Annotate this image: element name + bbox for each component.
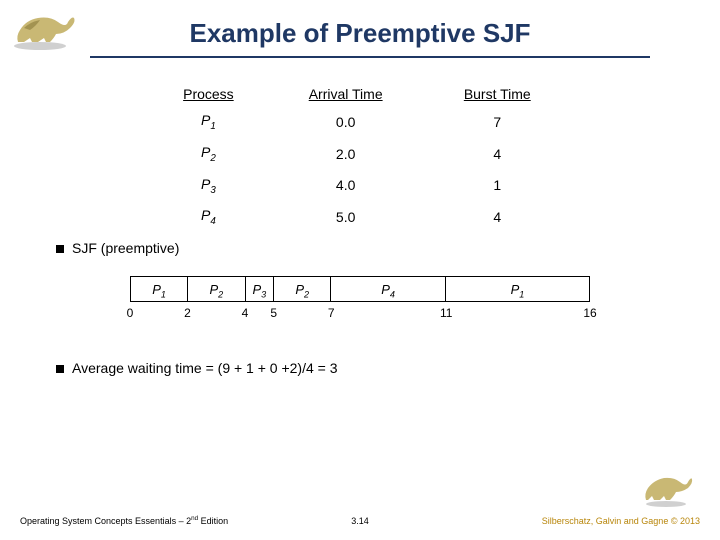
- proc-sub: 1: [210, 121, 215, 132]
- gantt-segment: P1: [131, 277, 188, 301]
- footer-right-b: 2013: [677, 516, 700, 526]
- burst-cell: 1: [425, 170, 570, 202]
- arrival-cell: 2.0: [267, 138, 425, 170]
- table-row: P2 2.0 4: [150, 138, 570, 170]
- col-process: Process: [150, 82, 267, 106]
- gantt-segment: P4: [331, 277, 446, 301]
- gantt-segment: P2: [274, 277, 331, 301]
- gantt-segment: P3: [246, 277, 275, 301]
- burst-cell: 4: [425, 201, 570, 233]
- burst-cell: 4: [425, 138, 570, 170]
- footer-right: Silberschatz, Galvin and Gagne © 2013: [542, 516, 700, 526]
- slide-title: Example of Preemptive SJF: [0, 18, 720, 49]
- table-header-row: Process Arrival Time Burst Time: [150, 82, 570, 106]
- arrival-cell: 4.0: [267, 170, 425, 202]
- bullet-text: SJF (preemptive): [72, 240, 179, 256]
- table-row: P3 4.0 1: [150, 170, 570, 202]
- gantt-tick: 5: [270, 306, 277, 320]
- proc-name: P: [201, 207, 210, 223]
- footer-right-a: Silberschatz, Galvin and Gagne: [542, 516, 671, 526]
- burst-cell: 7: [425, 106, 570, 138]
- table-row: P1 0.0 7: [150, 106, 570, 138]
- gantt-tick: 11: [440, 306, 452, 320]
- bullet-avg: Average waiting time = (9 + 1 + 0 +2)/4 …: [56, 360, 338, 376]
- proc-sub: 3: [210, 184, 215, 195]
- gantt-tick: 7: [328, 306, 335, 320]
- col-arrival: Arrival Time: [267, 82, 425, 106]
- arrival-cell: 0.0: [267, 106, 425, 138]
- gantt-segment: P1: [446, 277, 589, 301]
- gantt-row: P1P2P3P2P4P1: [130, 276, 590, 302]
- process-table: Process Arrival Time Burst Time P1 0.0 7…: [150, 82, 570, 233]
- proc-sub: 4: [210, 216, 215, 227]
- proc-name: P: [201, 144, 210, 160]
- proc-sub: 2: [210, 153, 215, 164]
- title-underline: [90, 56, 650, 58]
- proc-name: P: [201, 176, 210, 192]
- table-row: P4 5.0 4: [150, 201, 570, 233]
- bullet-text: Average waiting time = (9 + 1 + 0 +2)/4 …: [72, 360, 338, 376]
- col-burst: Burst Time: [425, 82, 570, 106]
- bullet-square-icon: [56, 245, 64, 253]
- arrival-cell: 5.0: [267, 201, 425, 233]
- proc-name: P: [201, 112, 210, 128]
- gantt-tick: 16: [583, 306, 596, 320]
- gantt-tick: 0: [127, 306, 134, 320]
- gantt-tick: 2: [184, 306, 191, 320]
- gantt-ticks: 024571116: [130, 306, 590, 324]
- gantt-segment: P2: [188, 277, 245, 301]
- bullet-square-icon: [56, 365, 64, 373]
- gantt-chart: P1P2P3P2P4P1 024571116: [130, 276, 590, 324]
- gantt-tick: 4: [242, 306, 249, 320]
- bullet-sjf: SJF (preemptive): [56, 240, 179, 256]
- dinosaur-logo-right: [640, 470, 695, 510]
